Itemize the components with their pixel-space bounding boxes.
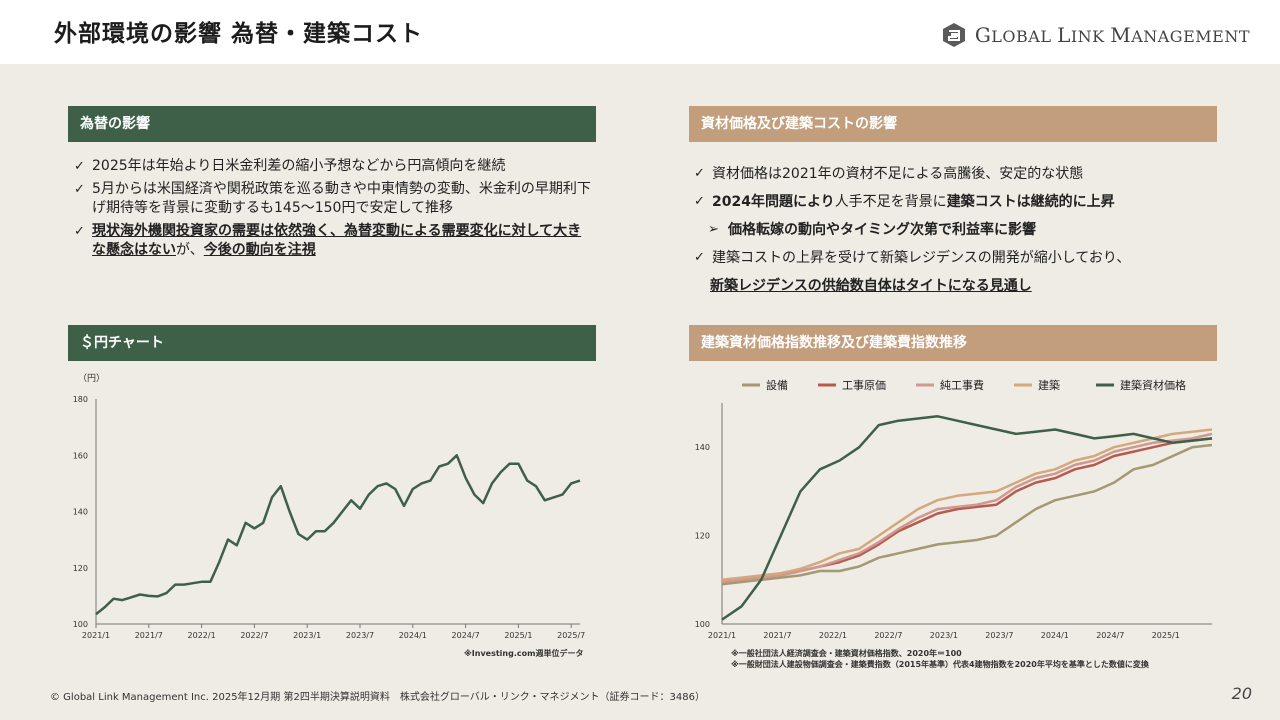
x-tick-label: 2022/1 (819, 631, 847, 640)
logo-icon (942, 23, 965, 47)
usd-chart-heading: ＄円チャート (68, 325, 596, 361)
index-chart-note-2: ※一般財団法人建設物価調査会・建築費指数（2015年基準）代表4建物指数を202… (731, 660, 1149, 669)
cost-bullet-2: 2024年問題により人手不足を背景に建築コストは継続的に上昇 (694, 192, 1224, 212)
usd-chart-note: ※Investing.com週単位データ (464, 649, 584, 658)
construction-index-chart: 100 120 140 2021/1 2021/7 2022/1 2022/7 2023/1 2… (695, 378, 1213, 640)
index-chart-note-1: ※一般社団法人経済調査会・建築資材価格指数、2020年＝100 (731, 649, 962, 658)
cost-bullet-1: 資材価格は2021年の資材不足による高騰後、安定的な状態 (694, 164, 1224, 184)
x-tick-label: 2022/1 (188, 631, 216, 640)
x-tick-label: 2021/7 (763, 631, 791, 640)
fx-heading: 為替の影響 (68, 106, 596, 142)
legend-label: 建築資材価格 (1120, 378, 1186, 392)
cost-heading: 資材価格及び建築コストの影響 (689, 106, 1217, 142)
x-tick-label: 2024/7 (452, 631, 480, 640)
company-logo: GLOBAL LINK MANAGEMENT (941, 20, 1250, 50)
x-tick-label: 2021/1 (708, 631, 736, 640)
index-series-line (721, 415, 1213, 621)
x-tick-label: 2021/1 (82, 631, 110, 640)
y-tick-label: 180 (73, 395, 88, 404)
index-series-line (721, 432, 1213, 584)
y-tick-label: 140 (695, 443, 710, 452)
x-tick-label: 2023/7 (346, 631, 374, 640)
x-tick-label: 2023/1 (930, 631, 958, 640)
y-axis-unit: （円） (78, 373, 105, 384)
x-tick-label: 2024/1 (399, 631, 427, 640)
x-tick-label: 2023/7 (985, 631, 1013, 640)
legend-label: 純工事費 (940, 378, 984, 392)
y-tick-label: 120 (73, 564, 88, 573)
cost-bullet-3-cont: 新築レジデンスの供給数自体はタイトになる見通し (710, 278, 1032, 294)
x-tick-label: 2025/7 (557, 631, 585, 640)
y-tick-label: 100 (73, 620, 88, 629)
legend-label: 建築 (1038, 378, 1060, 392)
fx-bullets: 2025年は年始より日米金利差の縮小予想などから円高傾向を継続 5月からは米国経… (74, 157, 594, 264)
fx-bullet-3: 現状海外機関投資家の需要は依然強く、為替変動による需要変化に対して大きな懸念はな… (74, 222, 594, 260)
legend-label: 設備 (766, 378, 788, 392)
y-tick-label: 160 (73, 451, 88, 460)
x-tick-label: 2022/7 (874, 631, 902, 640)
x-tick-label: 2022/7 (240, 631, 268, 640)
y-tick-label: 100 (695, 620, 710, 629)
x-tick-label: 2021/7 (135, 631, 163, 640)
x-tick-label: 2025/1 (1152, 631, 1180, 640)
index-chart-heading: 建築資材価格指数推移及び建築費指数推移 (689, 325, 1217, 361)
page-number: 20 (1231, 684, 1252, 703)
x-tick-label: 2024/1 (1041, 631, 1069, 640)
page-title: 外部環境の影響 為替・建築コスト (54, 21, 424, 47)
header-bar (0, 0, 1280, 64)
index-series-line (721, 443, 1213, 586)
footer-copyright: © Global Link Management Inc. 2025年12月期 … (50, 692, 705, 703)
fx-bullet-1: 2025年は年始より日米金利差の縮小予想などから円高傾向を継続 (74, 157, 594, 176)
index-series-line (721, 437, 1213, 584)
x-tick-label: 2025/1 (504, 631, 532, 640)
cost-arrow-item: 価格転嫁の動向やタイミング次第で利益率に影響 (694, 220, 1224, 240)
cost-bullet-3: 建築コストの上昇を受けて新築レジデンスの開発が縮小しており、 (694, 248, 1224, 268)
fx-bullet-2: 5月からは米国経済や関税政策を巡る動きや中東情勢の変動、米金利の早期利下げ期待等… (74, 180, 594, 218)
y-tick-label: 140 (73, 508, 88, 517)
usd-jpy-series-line (95, 454, 581, 616)
y-tick-label: 120 (695, 532, 710, 541)
x-tick-label: 2023/1 (293, 631, 321, 640)
usd-jpy-chart: （円） 100 120 140 160 180 2021/1 2021/7 2022/1 2022… (73, 373, 586, 640)
cost-bullets: 資材価格は2021年の資材不足による高騰後、安定的な状態 2024年問題により人… (694, 164, 1224, 296)
index-series-line (721, 428, 1213, 582)
legend-label: 工事原価 (842, 379, 886, 392)
logo-text: GLOBAL LINK MANAGEMENT (974, 23, 1250, 47)
x-tick-label: 2024/7 (1096, 631, 1124, 640)
